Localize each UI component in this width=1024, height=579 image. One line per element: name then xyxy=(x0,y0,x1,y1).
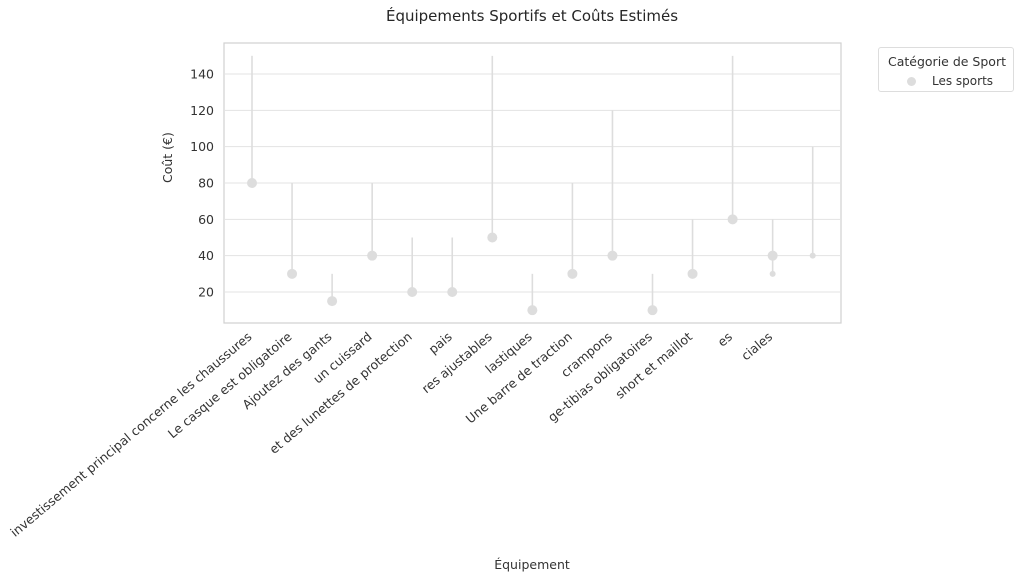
data-point xyxy=(247,178,257,188)
x-tick-label: res ajustables xyxy=(419,329,495,396)
data-point xyxy=(327,296,338,307)
data-point-secondary xyxy=(769,270,776,277)
x-tick-label-group: investissement principal concerne les ch… xyxy=(7,329,254,540)
x-tick-label-group: pais xyxy=(426,329,455,357)
y-tick-label: 140 xyxy=(190,67,214,82)
data-point xyxy=(647,305,658,316)
x-tick-label-group: et des lunettes de protection xyxy=(266,329,414,457)
chart-title: Équipements Sportifs et Coûts Estimés xyxy=(385,7,679,25)
data-point xyxy=(687,268,698,279)
data-point xyxy=(727,214,738,225)
x-tick-label-group: res ajustables xyxy=(419,329,495,396)
data-point xyxy=(607,250,618,261)
y-tick-label: 120 xyxy=(190,103,214,118)
y-tick-label: 60 xyxy=(198,212,214,227)
x-tick-label: es xyxy=(715,329,736,350)
y-tick-label: 40 xyxy=(198,248,214,263)
y-tick-label: 100 xyxy=(190,139,214,154)
x-axis-label: Équipement xyxy=(494,557,570,572)
x-tick-label: investissement principal concerne les ch… xyxy=(7,329,254,540)
data-point xyxy=(567,268,578,279)
x-tick-label-group: ciales xyxy=(738,329,775,363)
data-point xyxy=(809,252,816,259)
legend-item-label: Les sports xyxy=(932,74,994,88)
data-point xyxy=(287,268,298,279)
y-tick-label: 80 xyxy=(198,176,214,191)
y-tick-label: 20 xyxy=(198,285,214,300)
legend-marker-icon xyxy=(907,76,916,86)
legend: Catégorie de Sport Les sports xyxy=(878,47,1014,92)
data-point xyxy=(447,287,458,297)
x-tick-label: ciales xyxy=(738,329,775,363)
legend-title: Catégorie de Sport xyxy=(888,54,1006,69)
data-point xyxy=(487,232,498,243)
data-point xyxy=(407,287,418,297)
legend-item: Les sports xyxy=(907,74,993,88)
x-tick-label: et des lunettes de protection xyxy=(266,329,414,457)
x-tick-label: pais xyxy=(426,329,455,357)
x-tick-label-group: es xyxy=(715,329,736,350)
data-point xyxy=(367,250,378,261)
data-point xyxy=(527,305,538,316)
